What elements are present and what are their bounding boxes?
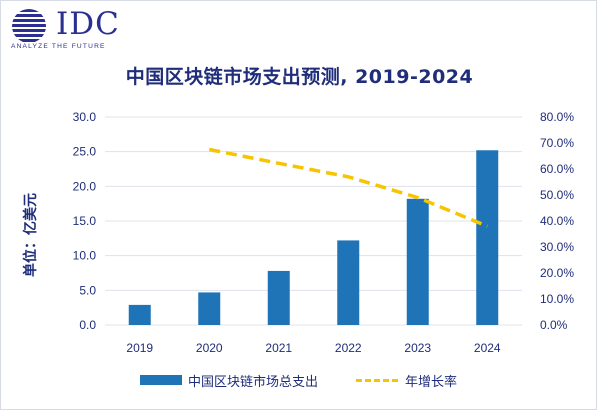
y2-tick-label: 70.0% bbox=[540, 136, 574, 150]
idc-logo: IDC ANALYZE THE FUTURE bbox=[10, 6, 150, 58]
legend-swatch-bar bbox=[140, 375, 182, 385]
bar bbox=[128, 304, 151, 325]
legend-item-spending: 中国区块链市场总支出 bbox=[140, 366, 318, 394]
bar bbox=[476, 150, 499, 325]
x-tick-label: 2019 bbox=[126, 341, 153, 355]
logo-wordmark: IDC bbox=[56, 6, 120, 42]
y-tick-label: 15.0 bbox=[73, 214, 97, 228]
y-tick-label: 30.0 bbox=[73, 110, 97, 124]
y-tick-label: 5.0 bbox=[79, 283, 96, 297]
legend-swatch-line bbox=[356, 378, 398, 382]
y2-tick-label: 60.0% bbox=[540, 162, 574, 176]
bar bbox=[337, 240, 360, 325]
x-tick-label: 2023 bbox=[404, 341, 431, 355]
legend-label-growth: 年增长率 bbox=[405, 374, 458, 390]
y-tick-label: 20.0 bbox=[73, 179, 97, 193]
y2-tick-label: 10.0% bbox=[540, 292, 574, 306]
logo-tagline: ANALYZE THE FUTURE bbox=[11, 43, 106, 50]
legend: 中国区块链市场总支出 年增长率 bbox=[0, 366, 599, 394]
globe-icon bbox=[12, 9, 46, 42]
x-tick-label: 2021 bbox=[265, 341, 292, 355]
legend-label-spending: 中国区块链市场总支出 bbox=[188, 374, 319, 390]
chart-title: 中国区块链市场支出预测, 2019-2024 bbox=[125, 66, 474, 88]
x-tick-label: 2024 bbox=[474, 341, 501, 355]
y2-tick-label: 50.0% bbox=[540, 188, 574, 202]
y2-tick-label: 40.0% bbox=[540, 214, 574, 228]
x-tick-label: 2020 bbox=[196, 341, 223, 355]
y-tick-label: 25.0 bbox=[73, 145, 97, 159]
y-tick-label: 0.0 bbox=[79, 318, 96, 332]
y2-tick-label: 0.0% bbox=[540, 318, 568, 332]
legend-item-growth: 年增长率 bbox=[356, 366, 457, 394]
y2-tick-label: 80.0% bbox=[540, 110, 574, 124]
bar bbox=[267, 270, 290, 325]
y2-tick-label: 20.0% bbox=[540, 266, 574, 280]
bar bbox=[406, 198, 429, 325]
growth-rate-line bbox=[208, 147, 488, 228]
x-tick-label: 2022 bbox=[335, 341, 362, 355]
y-tick-label: 10.0 bbox=[73, 249, 97, 263]
y2-tick-label: 30.0% bbox=[540, 240, 574, 254]
bar bbox=[198, 292, 221, 325]
